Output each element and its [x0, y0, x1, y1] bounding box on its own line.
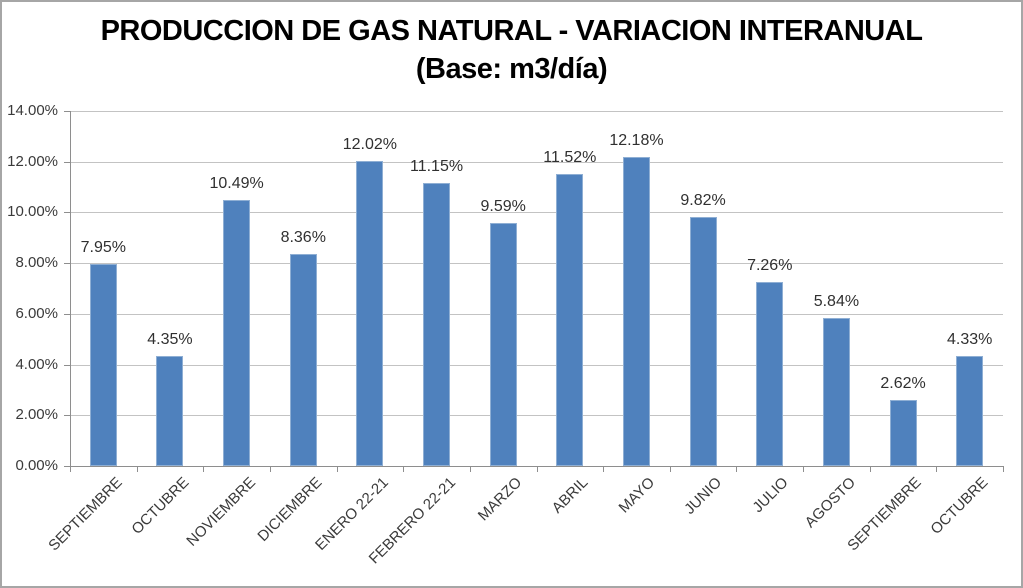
- bar-data-label: 5.84%: [813, 292, 860, 310]
- bar-mayo: [622, 157, 650, 466]
- bar-data-label: 7.26%: [747, 256, 793, 274]
- bar-data-label: 11.15%: [409, 158, 464, 176]
- bar-noviembre: [223, 200, 251, 466]
- x-axis-tick: [469, 466, 471, 472]
- y-axis-tick: [64, 111, 70, 112]
- bar-enero-22-21: [356, 161, 384, 466]
- y-axis-tick-label: 0.00%: [15, 457, 58, 474]
- x-axis-category-label: JULIO: [749, 474, 792, 517]
- bar-septiembre: [889, 399, 917, 466]
- y-axis-tick-label: 4.00%: [15, 355, 58, 373]
- chart-title-line2: (Base: m3/día): [415, 53, 608, 85]
- chart-title: PRODUCCION DE GAS NATURAL - VARIACION IN…: [2, 12, 1021, 88]
- bar-febrero-22-21: [423, 183, 451, 466]
- y-axis-tick: [64, 415, 70, 417]
- x-axis-category-label: DICIEMBRE: [254, 474, 326, 545]
- y-axis-tick: [64, 313, 70, 315]
- gridline: [70, 263, 1003, 265]
- bar-data-label: 4.35%: [147, 330, 193, 348]
- y-axis-tick-label: 8.00%: [15, 254, 58, 272]
- x-axis-tick: [603, 466, 605, 472]
- y-axis-tick: [64, 263, 70, 265]
- bar-julio: [756, 281, 784, 466]
- x-axis-tick: [269, 466, 271, 472]
- y-axis-line: [70, 111, 71, 467]
- y-axis-tick-label: 2.00%: [15, 406, 58, 424]
- x-axis-category-label: OCTUBRE: [927, 474, 992, 538]
- x-axis-tick: [803, 466, 805, 472]
- bar-data-label: 11.52%: [543, 148, 597, 166]
- x-axis-category-label: MARZO: [474, 474, 526, 525]
- x-axis-category-label: JUNIO: [681, 474, 726, 518]
- y-axis-tick-label: 10.00%: [7, 203, 58, 221]
- x-axis-tick: [136, 466, 138, 472]
- y-axis-tick: [64, 466, 70, 467]
- y-axis-tick: [64, 212, 70, 214]
- x-axis-tick: [736, 466, 738, 472]
- bar-marzo: [489, 222, 517, 466]
- x-axis-tick: [669, 466, 671, 472]
- gridline: [70, 212, 1003, 214]
- x-axis-tick: [536, 466, 538, 472]
- x-axis-category-label: MAYO: [616, 474, 659, 517]
- y-axis-tick-label: 14.00%: [7, 102, 58, 119]
- x-axis-tick: [336, 466, 338, 472]
- bar-octubre: [956, 356, 984, 466]
- x-axis-category-label: SEPTIEMBRE: [44, 474, 126, 555]
- x-axis-category-label: OCTUBRE: [128, 474, 192, 538]
- bar-data-label: 7.95%: [80, 239, 126, 257]
- gridline: [70, 111, 1003, 112]
- bar-data-label: 12.02%: [342, 136, 398, 154]
- bar-data-label: 10.49%: [209, 175, 264, 192]
- gridline: [70, 364, 1003, 366]
- gridline: [70, 161, 1003, 163]
- x-axis-tick: [936, 466, 938, 472]
- bar-septiembre: [89, 264, 117, 466]
- x-axis-tick: [869, 466, 871, 472]
- gridline: [70, 415, 1003, 417]
- bar-data-label: 9.82%: [680, 191, 726, 209]
- y-axis-tick: [64, 364, 70, 366]
- bar-diciembre: [289, 254, 317, 466]
- x-axis-tick: [70, 466, 71, 472]
- bar-data-label: 2.62%: [880, 374, 926, 392]
- x-axis-category-label: NOVIEMBRE: [182, 474, 259, 550]
- bar-agosto: [822, 317, 850, 466]
- bar-data-label: 4.33%: [946, 331, 993, 349]
- bar-abril: [556, 173, 584, 466]
- y-axis-tick: [64, 161, 70, 163]
- x-axis-category-label: ABRIL: [549, 474, 592, 517]
- bar-data-label: 9.59%: [480, 197, 526, 215]
- gridline: [70, 313, 1003, 315]
- bar-octubre: [156, 355, 184, 466]
- x-axis-tick: [203, 466, 205, 472]
- bar-data-label: 8.36%: [280, 229, 326, 246]
- chart-title-line1: PRODUCCION DE GAS NATURAL - VARIACION IN…: [100, 15, 923, 47]
- x-axis-category-label: AGOSTO: [801, 474, 859, 532]
- x-axis-tick: [1003, 466, 1004, 472]
- bar-junio: [689, 216, 717, 466]
- y-axis-tick-label: 12.00%: [7, 152, 58, 170]
- bar-data-label: 12.18%: [609, 132, 664, 150]
- y-axis-tick-label: 6.00%: [15, 304, 58, 322]
- x-axis-tick: [403, 466, 405, 472]
